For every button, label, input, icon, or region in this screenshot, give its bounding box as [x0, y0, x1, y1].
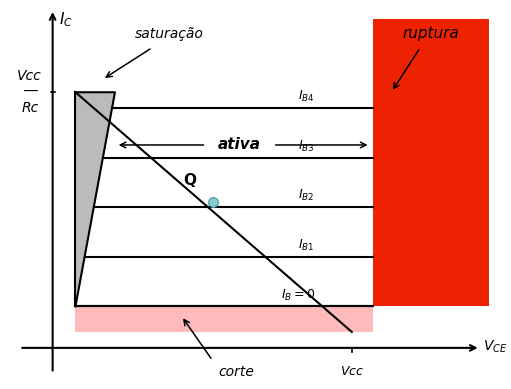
Text: $I_{B1}$: $I_{B1}$: [298, 238, 314, 253]
Text: $I_{B4}$: $I_{B4}$: [298, 89, 314, 104]
Text: ativa: ativa: [218, 137, 261, 152]
Bar: [373, 19, 489, 307]
Text: $V_{CE}$: $V_{CE}$: [483, 339, 507, 356]
Text: $Vcc$: $Vcc$: [340, 365, 364, 378]
Text: corte: corte: [219, 365, 254, 379]
Text: saturação: saturação: [134, 27, 203, 41]
Text: ruptura: ruptura: [402, 26, 459, 41]
Text: Q: Q: [183, 173, 196, 188]
Text: $I_B=0$: $I_B=0$: [281, 287, 316, 303]
Text: Vcc
―
Rc: Vcc ― Rc: [17, 69, 42, 116]
Bar: [76, 307, 373, 332]
Text: $I_{B2}$: $I_{B2}$: [298, 188, 314, 203]
Text: $I_{B3}$: $I_{B3}$: [298, 139, 314, 154]
Polygon shape: [76, 92, 115, 307]
Text: $I_C$: $I_C$: [59, 11, 73, 30]
